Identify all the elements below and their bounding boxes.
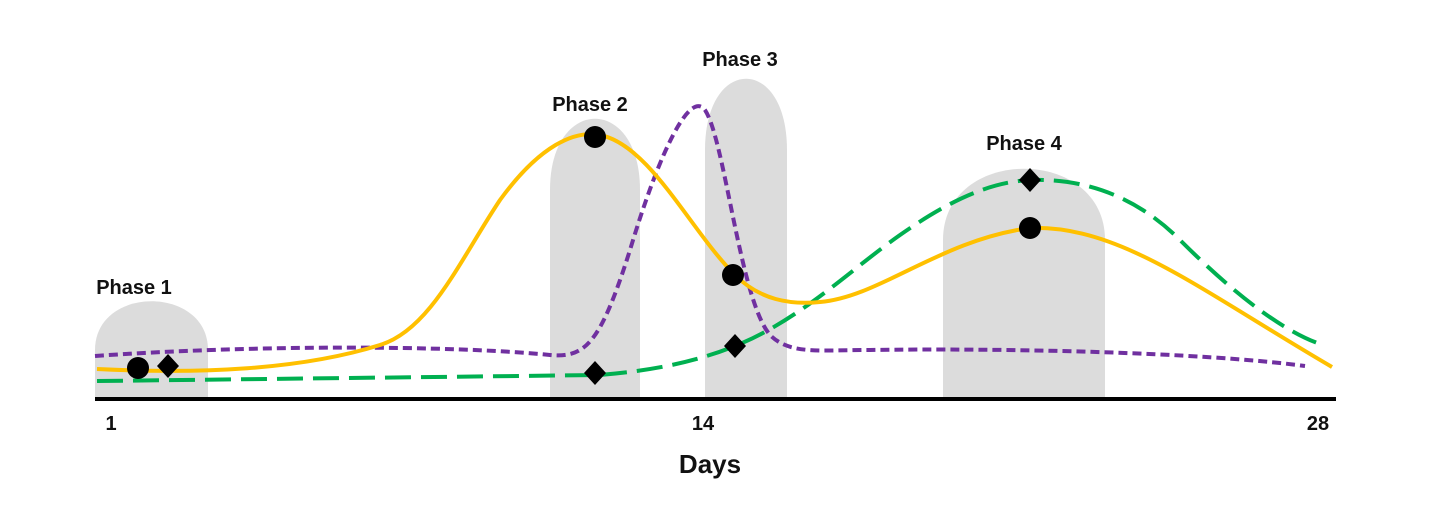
phase-region bbox=[943, 168, 1105, 397]
purple-curve bbox=[94, 104, 1306, 368]
phase-region bbox=[95, 301, 208, 397]
markers bbox=[127, 126, 1041, 385]
phase-region bbox=[705, 78, 787, 397]
tick-label: 28 bbox=[1307, 413, 1329, 435]
phase-label: Phase 4 bbox=[986, 133, 1062, 155]
phase-label: Phase 3 bbox=[702, 49, 778, 71]
diamond-marker bbox=[157, 354, 179, 378]
circle-marker bbox=[127, 357, 149, 379]
phase-regions bbox=[95, 78, 1105, 397]
circle-marker bbox=[722, 264, 744, 286]
diamond-marker bbox=[724, 334, 746, 358]
diamond-marker bbox=[1019, 168, 1041, 192]
tick-label: 14 bbox=[692, 413, 715, 435]
axis-title: Days bbox=[679, 449, 741, 479]
diamond-marker bbox=[584, 361, 606, 385]
tick-label: 1 bbox=[105, 413, 116, 435]
phase-label: Phase 1 bbox=[96, 277, 172, 299]
circle-marker bbox=[1019, 217, 1041, 239]
circle-marker bbox=[584, 126, 606, 148]
phase-label: Phase 2 bbox=[552, 94, 628, 116]
phase-region bbox=[550, 118, 640, 397]
